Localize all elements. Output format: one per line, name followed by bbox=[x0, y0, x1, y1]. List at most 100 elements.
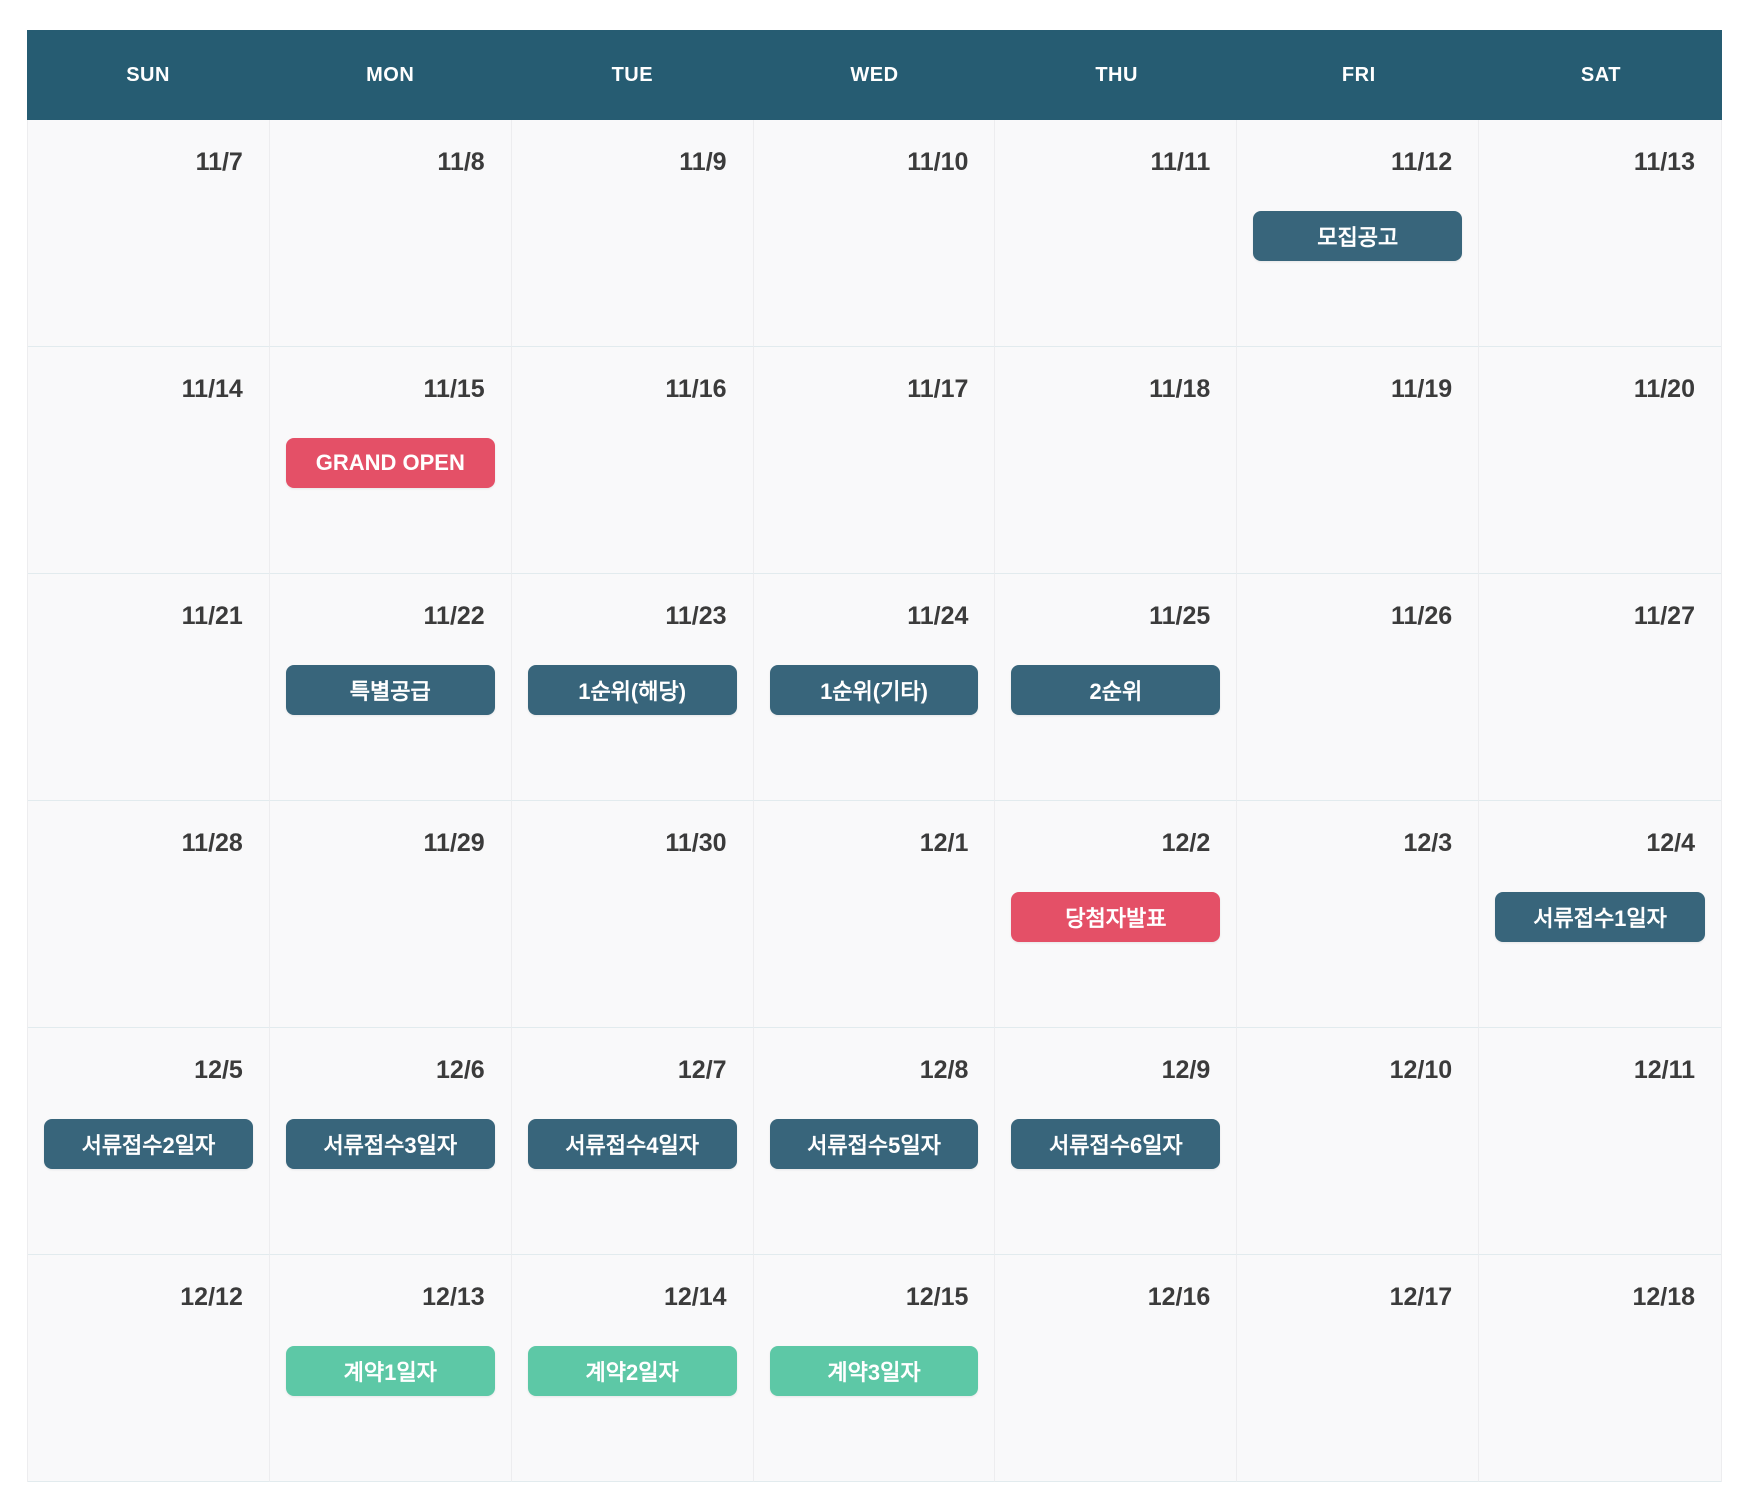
event-badge: 서류접수4일자 bbox=[527, 1119, 737, 1169]
date-label: 12/11 bbox=[1633, 1056, 1695, 1084]
date-label: 12/13 bbox=[422, 1283, 485, 1311]
day-cell: 11/10 bbox=[753, 120, 996, 347]
date-label: 11/11 bbox=[1150, 148, 1211, 176]
event-badge: 계약1일자 bbox=[285, 1346, 495, 1396]
weekday-header: SAT bbox=[1580, 63, 1621, 86]
date-label: 11/10 bbox=[907, 148, 969, 176]
date-label: 11/15 bbox=[423, 375, 485, 403]
date-label: 11/9 bbox=[679, 148, 727, 176]
day-cell: 11/22 특별공급 bbox=[269, 574, 512, 801]
day-cell: 12/6 서류접수3일자 bbox=[269, 1028, 512, 1255]
date-label: 12/6 bbox=[436, 1056, 485, 1084]
day-cell: 11/17 bbox=[753, 347, 996, 574]
day-cell: 12/15 계약3일자 bbox=[753, 1255, 996, 1482]
day-cell: 11/24 1순위(기타) bbox=[753, 574, 996, 801]
event-badge: 특별공급 bbox=[285, 665, 495, 715]
event-badge: 서류접수1일자 bbox=[1495, 892, 1705, 942]
date-label: 11/27 bbox=[1633, 602, 1695, 630]
date-label: 12/15 bbox=[905, 1283, 969, 1311]
day-cell: 11/30 bbox=[511, 801, 754, 1028]
day-cell: 12/1 bbox=[753, 801, 996, 1028]
event-badge: 모집공고 bbox=[1253, 211, 1463, 261]
date-label: 12/17 bbox=[1389, 1283, 1453, 1311]
event-badge: 서류접수6일자 bbox=[1011, 1119, 1221, 1169]
day-cell: 11/14 bbox=[28, 347, 270, 574]
day-cell: 12/12 bbox=[28, 1255, 270, 1482]
day-cell: 11/15 GRAND OPEN bbox=[269, 347, 512, 574]
day-cell: 12/17 bbox=[1237, 1255, 1480, 1482]
day-cell: 12/14 계약2일자 bbox=[511, 1255, 754, 1482]
date-label: 11/8 bbox=[437, 148, 485, 176]
event-calendar: SUN MON TUE WED THU FRI SAT 11/7 11/8 11/9 11/10 1… bbox=[27, 30, 1722, 1482]
calendar-grid: 11/7 11/8 11/9 11/10 11/11 11/12 모집공고 11/13 11/1… bbox=[27, 120, 1722, 1482]
event-badge: 서류접수2일자 bbox=[44, 1119, 253, 1169]
date-label: 11/7 bbox=[195, 148, 243, 176]
day-cell: 11/9 bbox=[511, 120, 754, 347]
day-cell: 12/9 서류접수6일자 bbox=[995, 1028, 1238, 1255]
date-label: 12/1 bbox=[919, 829, 969, 857]
day-cell: 11/7 bbox=[28, 120, 270, 347]
weekday-header: WED bbox=[850, 63, 899, 86]
date-label: 12/7 bbox=[677, 1056, 727, 1084]
date-label: 11/14 bbox=[181, 375, 243, 403]
day-cell: 12/4 서류접수1일자 bbox=[1479, 801, 1721, 1028]
weekday-header: TUE bbox=[611, 63, 654, 86]
date-label: 11/25 bbox=[1149, 602, 1211, 630]
date-label: 11/19 bbox=[1390, 375, 1453, 403]
day-cell: 12/13 계약1일자 bbox=[269, 1255, 512, 1482]
day-cell: 11/26 bbox=[1237, 574, 1480, 801]
date-label: 12/12 bbox=[180, 1283, 243, 1311]
day-cell: 12/18 bbox=[1479, 1255, 1721, 1482]
event-badge: 2순위 bbox=[1011, 665, 1221, 715]
day-cell: 11/29 bbox=[269, 801, 512, 1028]
event-badge: 1순위(해당) bbox=[527, 665, 737, 715]
date-label: 12/10 bbox=[1389, 1056, 1453, 1084]
date-label: 11/12 bbox=[1390, 148, 1453, 176]
event-badge: 서류접수3일자 bbox=[285, 1119, 495, 1169]
event-badge: 계약3일자 bbox=[769, 1346, 979, 1396]
day-cell: 12/2 당첨자발표 bbox=[995, 801, 1238, 1028]
event-badge: 서류접수5일자 bbox=[769, 1119, 979, 1169]
day-cell: 12/3 bbox=[1237, 801, 1480, 1028]
date-label: 12/18 bbox=[1632, 1283, 1695, 1311]
weekday-header: MON bbox=[366, 63, 415, 86]
weekday-header: SUN bbox=[126, 63, 170, 86]
day-cell: 12/10 bbox=[1237, 1028, 1480, 1255]
date-label: 11/18 bbox=[1149, 375, 1211, 403]
day-cell: 11/11 bbox=[995, 120, 1238, 347]
date-label: 11/23 bbox=[665, 602, 727, 630]
date-label: 12/16 bbox=[1147, 1283, 1211, 1311]
day-cell: 12/5 서류접수2일자 bbox=[28, 1028, 270, 1255]
date-label: 11/17 bbox=[907, 375, 969, 403]
day-cell: 11/8 bbox=[269, 120, 512, 347]
date-label: 11/20 bbox=[1633, 375, 1695, 403]
date-label: 11/24 bbox=[907, 602, 969, 630]
weekday-header: FRI bbox=[1341, 63, 1376, 86]
date-label: 12/2 bbox=[1161, 829, 1211, 857]
date-label: 11/21 bbox=[181, 602, 243, 630]
weekday-header-row: SUN MON TUE WED THU FRI SAT bbox=[27, 30, 1722, 120]
day-cell: 11/16 bbox=[511, 347, 754, 574]
date-label: 12/8 bbox=[919, 1056, 969, 1084]
event-badge: 당첨자발표 bbox=[1011, 892, 1221, 942]
day-cell: 11/25 2순위 bbox=[995, 574, 1238, 801]
day-cell: 11/23 1순위(해당) bbox=[511, 574, 754, 801]
event-badge: GRAND OPEN bbox=[285, 438, 495, 488]
day-cell: 11/18 bbox=[995, 347, 1238, 574]
day-cell: 11/21 bbox=[28, 574, 270, 801]
date-label: 11/26 bbox=[1390, 602, 1453, 630]
date-label: 12/3 bbox=[1403, 829, 1453, 857]
event-badge: 계약2일자 bbox=[527, 1346, 737, 1396]
day-cell: 11/13 bbox=[1479, 120, 1721, 347]
date-label: 12/4 bbox=[1646, 829, 1695, 857]
date-label: 11/22 bbox=[423, 602, 485, 630]
date-label: 12/5 bbox=[194, 1056, 243, 1084]
date-label: 11/29 bbox=[423, 829, 485, 857]
day-cell: 12/11 bbox=[1479, 1028, 1721, 1255]
day-cell: 11/19 bbox=[1237, 347, 1480, 574]
day-cell: 12/8 서류접수5일자 bbox=[753, 1028, 996, 1255]
day-cell: 11/12 모집공고 bbox=[1237, 120, 1480, 347]
date-label: 11/16 bbox=[665, 375, 727, 403]
day-cell: 11/20 bbox=[1479, 347, 1721, 574]
day-cell: 12/7 서류접수4일자 bbox=[511, 1028, 754, 1255]
